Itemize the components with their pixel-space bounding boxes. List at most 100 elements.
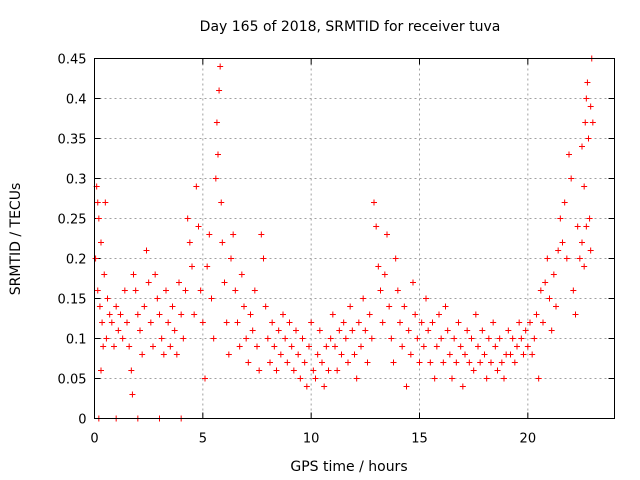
data-point (167, 343, 174, 350)
data-point (247, 311, 254, 318)
data-point (141, 303, 148, 310)
data-point (481, 351, 488, 358)
data-point (355, 319, 362, 326)
data-point (555, 247, 562, 254)
data-point (271, 343, 278, 350)
data-point (99, 319, 106, 326)
x-axis-label: GPS time / hours (290, 459, 407, 475)
data-point (262, 303, 269, 310)
data-point (186, 239, 193, 246)
data-point (280, 311, 286, 318)
data-point (182, 287, 189, 294)
data-point (180, 335, 187, 342)
data-point (195, 223, 202, 230)
data-point (327, 335, 334, 342)
data-point (483, 375, 490, 382)
data-point (256, 367, 263, 374)
data-point (95, 215, 102, 222)
data-point (119, 335, 126, 342)
data-point (216, 87, 223, 94)
data-point (550, 271, 557, 278)
data-point (297, 375, 304, 382)
data-point (100, 343, 107, 350)
data-point (325, 367, 332, 374)
data-point (568, 175, 575, 182)
data-point (490, 319, 497, 326)
data-point (507, 351, 514, 358)
data-point (566, 151, 572, 158)
data-point (134, 311, 141, 318)
data-point (459, 383, 466, 390)
data-point (139, 351, 146, 358)
data-point (579, 143, 585, 150)
data-point (282, 335, 289, 342)
data-point (403, 383, 410, 390)
data-point (199, 319, 206, 326)
data-point (479, 327, 486, 334)
data-point (312, 375, 319, 382)
data-point (446, 351, 453, 358)
data-point (557, 215, 564, 222)
data-point (351, 351, 358, 358)
data-point (223, 319, 230, 326)
data-point (384, 231, 390, 238)
data-point (342, 335, 349, 342)
data-point (509, 335, 516, 342)
data-point (169, 303, 176, 310)
data-point (126, 343, 133, 350)
y-tick-label: 0.4 (66, 93, 87, 108)
data-point (308, 319, 315, 326)
data-point (537, 287, 544, 294)
data-point (501, 375, 507, 382)
data-point (358, 343, 364, 350)
data-point (548, 327, 555, 334)
plot-frame (94, 58, 615, 419)
data-point (103, 335, 110, 342)
y-axis-label: SRMTID / TECUs (8, 183, 24, 296)
data-point (245, 359, 252, 366)
data-point (407, 351, 414, 358)
y-tick-label: 0.25 (58, 213, 87, 228)
data-point (273, 367, 280, 374)
data-point (321, 383, 328, 390)
data-point (579, 239, 585, 246)
data-point (101, 271, 108, 278)
data-point (210, 335, 217, 342)
data-point (464, 327, 471, 334)
data-point (397, 319, 403, 326)
data-point (572, 311, 579, 318)
data-point (269, 319, 276, 326)
data-point (433, 343, 440, 350)
data-point (353, 375, 360, 382)
data-point (440, 359, 447, 366)
data-point (319, 359, 325, 366)
data-point (178, 311, 185, 318)
data-point (277, 351, 284, 358)
data-point (581, 263, 588, 270)
data-point (275, 327, 282, 334)
data-point (310, 367, 317, 374)
data-point (587, 247, 594, 254)
data-point (468, 335, 475, 342)
data-point (498, 359, 505, 366)
data-point (132, 287, 139, 294)
data-point (563, 255, 570, 262)
data-point (254, 343, 260, 350)
data-point (215, 151, 221, 158)
x-tick-label: 5 (199, 432, 207, 447)
data-point (364, 359, 371, 366)
data-point (542, 279, 549, 286)
data-point (453, 359, 460, 366)
data-point (379, 319, 386, 326)
data-point (377, 287, 384, 294)
data-point (156, 311, 163, 318)
data-point (290, 367, 297, 374)
data-point (238, 271, 245, 278)
y-tick-label: 0.45 (58, 53, 87, 68)
data-point (457, 343, 464, 350)
x-tick-label: 15 (411, 432, 428, 447)
data-point (423, 295, 429, 302)
data-point (531, 335, 538, 342)
data-point (583, 223, 590, 230)
data-point (150, 343, 156, 350)
